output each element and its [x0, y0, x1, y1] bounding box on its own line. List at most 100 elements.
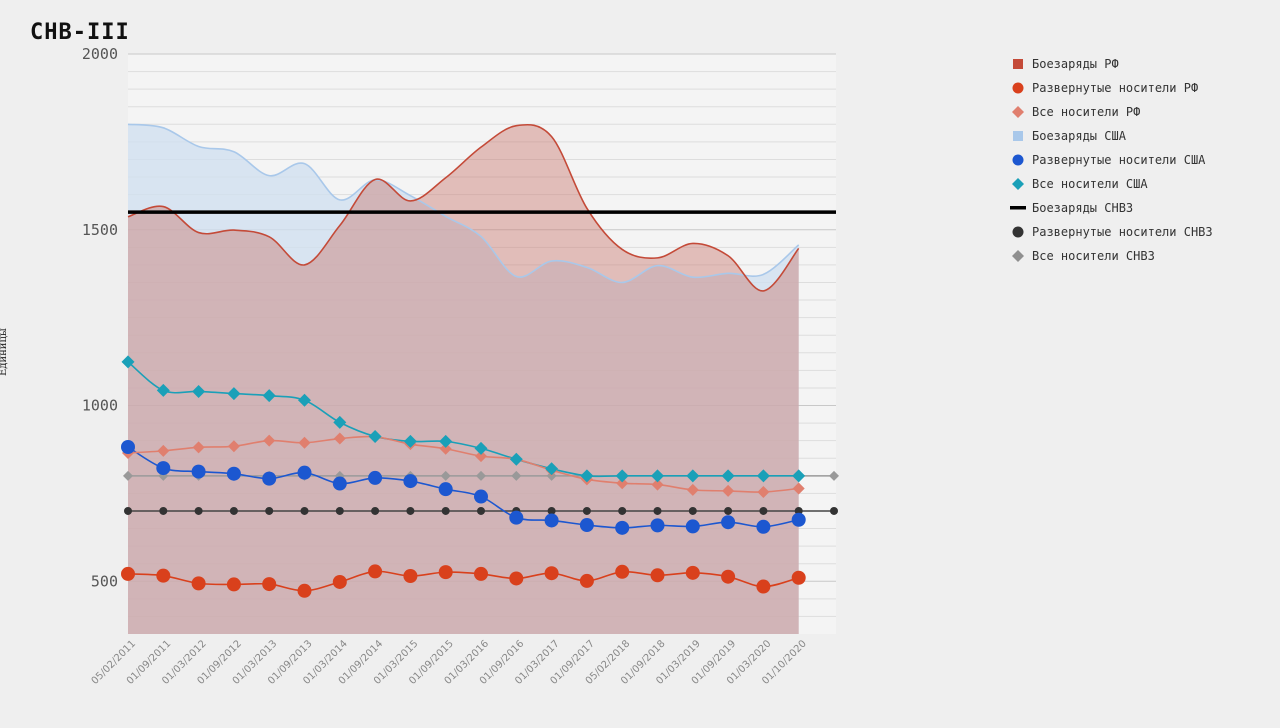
legend-symbol	[1010, 225, 1026, 239]
legend-symbol	[1010, 201, 1026, 215]
data-point	[439, 442, 452, 455]
data-point	[474, 489, 488, 504]
data-point	[722, 484, 735, 497]
legend: Боезаряды РФ Развернутые носители РФ Все н…	[1010, 52, 1213, 268]
data-point	[545, 462, 559, 476]
data-point	[651, 469, 664, 483]
legend-item[interactable]: Все носители РФ	[1010, 100, 1213, 124]
data-point	[756, 469, 770, 483]
data-point	[759, 506, 768, 515]
data-point	[792, 482, 805, 495]
data-point	[335, 506, 344, 515]
legend-label: Боезаряды РФ	[1032, 57, 1119, 71]
data-point	[368, 564, 383, 579]
legend-item[interactable]: Все носители СНВ3	[1010, 244, 1213, 268]
data-point	[406, 506, 415, 515]
data-point	[615, 520, 630, 535]
data-point	[156, 461, 171, 476]
data-point	[509, 510, 524, 525]
legend-item[interactable]: Боезаряды РФ	[1010, 52, 1213, 76]
legend-item[interactable]: Боезаряды СНВ3	[1010, 196, 1213, 220]
legend-symbol	[1010, 177, 1026, 191]
data-point	[297, 465, 312, 480]
data-point	[829, 470, 839, 481]
data-point	[262, 577, 277, 592]
y-tick-label: 1500	[82, 221, 118, 239]
data-point	[650, 518, 665, 533]
data-point	[263, 434, 276, 447]
data-point	[333, 432, 346, 445]
data-point	[616, 477, 629, 490]
series-line	[127, 123, 800, 292]
data-point	[121, 566, 135, 581]
data-point	[191, 464, 206, 479]
legend-label: Все носители США	[1032, 177, 1148, 191]
data-point	[756, 579, 771, 594]
data-point	[476, 470, 486, 481]
data-point	[757, 485, 770, 498]
data-point	[544, 566, 559, 581]
series-markers	[121, 355, 839, 598]
data-point	[791, 512, 806, 527]
data-point	[403, 434, 417, 448]
data-point	[615, 564, 630, 579]
legend-label: Развернутые носители СНВ3	[1032, 225, 1213, 239]
data-point	[509, 452, 523, 466]
data-point	[403, 474, 418, 489]
legend-item[interactable]: Развернутые носители США	[1010, 148, 1213, 172]
data-point	[441, 506, 450, 515]
legend-item[interactable]: Боезаряды США	[1010, 124, 1213, 148]
data-point	[159, 506, 168, 515]
data-point	[686, 469, 700, 483]
data-point	[580, 469, 594, 483]
legend-label: Развернутые носители США	[1032, 153, 1206, 167]
legend-symbol	[1010, 153, 1026, 167]
data-point	[579, 573, 594, 588]
data-point	[227, 440, 240, 453]
data-point	[300, 506, 309, 515]
legend-item[interactable]: Развернутые носители СНВ3	[1010, 220, 1213, 244]
legend-item[interactable]: Развернутые носители РФ	[1010, 76, 1213, 100]
data-point	[297, 583, 312, 598]
data-point	[332, 574, 347, 589]
area-fill	[128, 124, 799, 634]
data-point	[582, 506, 591, 515]
y-axis-ticks: 500 1000 1500 2000	[82, 45, 118, 590]
y-tick-label: 500	[91, 572, 118, 590]
data-point	[721, 515, 736, 530]
data-point	[792, 469, 806, 483]
data-point	[794, 506, 803, 515]
y-tick-label: 2000	[82, 45, 118, 63]
data-point	[194, 506, 203, 515]
data-point	[124, 506, 132, 515]
data-point	[756, 519, 771, 534]
data-point	[262, 471, 277, 486]
data-point	[156, 383, 170, 397]
legend-item[interactable]: Все носители США	[1010, 172, 1213, 196]
data-point	[298, 393, 311, 407]
data-point	[438, 482, 453, 497]
data-point	[156, 568, 171, 583]
data-point	[439, 434, 453, 448]
data-point	[226, 577, 241, 592]
data-point	[615, 469, 629, 483]
series-line	[127, 123, 800, 284]
data-point	[653, 506, 662, 515]
data-point	[724, 506, 733, 515]
data-point	[511, 470, 522, 481]
y-tick-label: 1000	[82, 397, 118, 415]
data-point	[830, 506, 838, 515]
legend-label: Все носители РФ	[1032, 105, 1141, 119]
legend-label: Все носители СНВ3	[1032, 249, 1155, 263]
data-point	[721, 569, 736, 584]
data-point	[438, 565, 453, 580]
data-point	[121, 355, 135, 369]
data-point	[262, 389, 276, 403]
data-point	[618, 506, 627, 515]
data-point	[229, 506, 238, 515]
data-point	[123, 470, 133, 481]
data-point	[332, 476, 347, 491]
data-point	[121, 439, 135, 454]
data-point	[192, 441, 205, 454]
data-point	[685, 565, 700, 580]
